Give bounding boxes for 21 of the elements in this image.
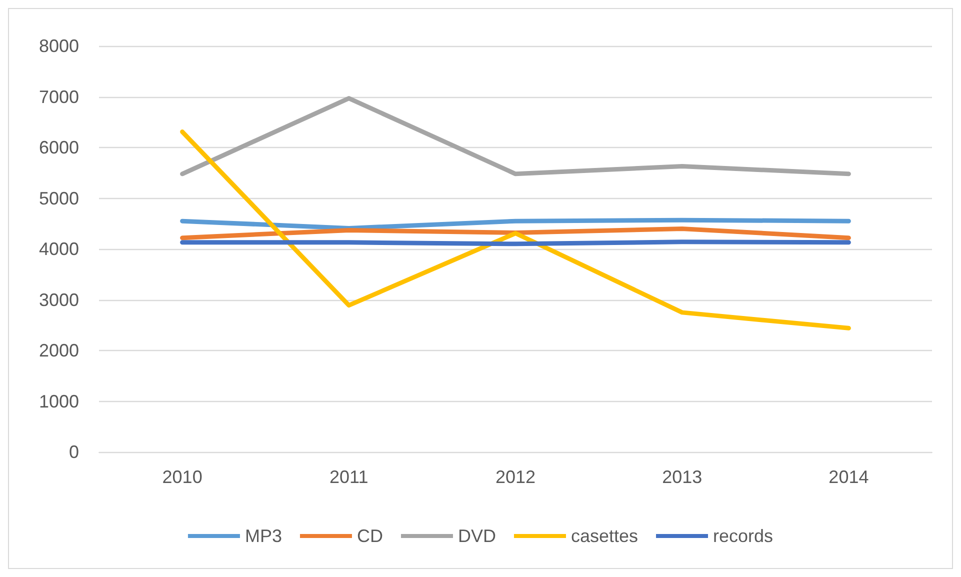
x-tick-label: 2014 [828, 467, 869, 487]
legend-label: DVD [458, 526, 496, 546]
legend-label: MP3 [244, 526, 282, 546]
line-series [180, 226, 851, 240]
legend-label: CD [356, 526, 383, 546]
x-tick-label: 2010 [162, 467, 202, 487]
line-series [180, 130, 851, 330]
y-tick-label: 5000 [38, 188, 79, 208]
x-tick-label: 2011 [330, 467, 368, 487]
legend-label: casettes [570, 526, 638, 546]
legend-label: records [713, 526, 774, 546]
x-tick-label: 2012 [495, 467, 536, 487]
y-tick-label: 7000 [38, 86, 79, 107]
y-tick-label: 0 [68, 442, 79, 462]
y-tick-label: 6000 [38, 138, 79, 158]
y-tick-label: 2000 [38, 340, 79, 360]
y-tick-label: 3000 [38, 290, 79, 310]
y-tick-label: 8000 [38, 36, 79, 56]
y-tick-label: 4000 [38, 239, 79, 259]
y-tick-label: 1000 [38, 391, 79, 412]
x-tick-label: 2013 [662, 467, 702, 487]
